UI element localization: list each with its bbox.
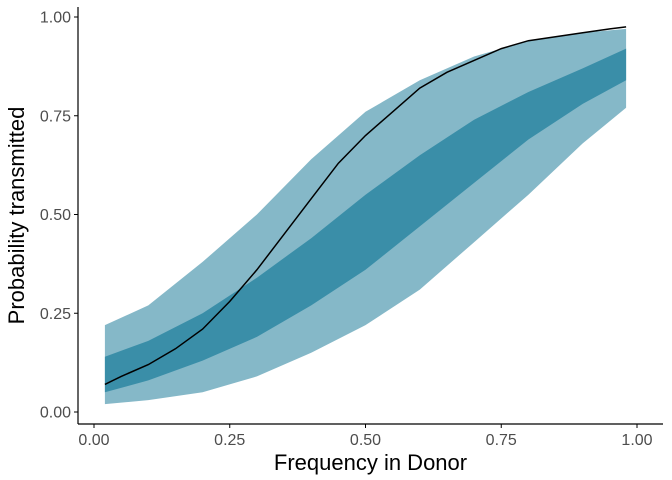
x-axis-title: Frequency in Donor bbox=[274, 450, 467, 475]
x-tick-label: 0.50 bbox=[350, 432, 381, 449]
x-tick-label: 0.75 bbox=[486, 432, 517, 449]
x-tick-label: 0.25 bbox=[214, 432, 245, 449]
y-tick-label: 0.00 bbox=[40, 405, 71, 422]
y-axis-title: Probability transmitted bbox=[4, 107, 29, 325]
y-tick-label: 0.25 bbox=[40, 306, 71, 323]
y-axis-ticks: 0.00 0.25 0.50 0.75 1.00 bbox=[40, 10, 78, 422]
y-tick-label: 1.00 bbox=[40, 10, 71, 27]
x-tick-label: 0.00 bbox=[78, 432, 109, 449]
x-tick-label: 1.00 bbox=[621, 432, 652, 449]
probability-curve bbox=[104, 26, 627, 386]
y-tick-label: 0.75 bbox=[40, 108, 71, 125]
inner-confidence-band bbox=[104, 48, 627, 393]
y-tick-label: 0.50 bbox=[40, 207, 71, 224]
plot-area bbox=[104, 26, 627, 405]
x-axis-ticks: 0.00 0.25 0.50 0.75 1.00 bbox=[78, 424, 653, 449]
